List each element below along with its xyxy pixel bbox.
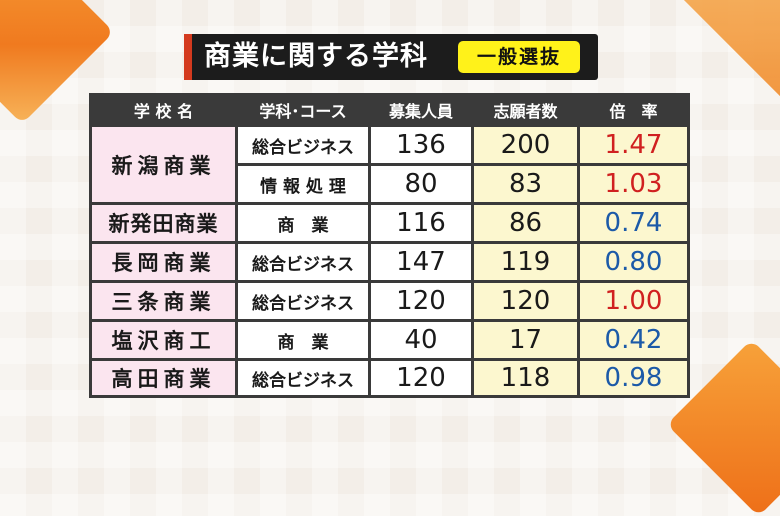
school-cell: 塩沢商工: [92, 322, 235, 358]
school-cell: 高田商業: [92, 361, 235, 395]
ratio-cell: 1.47: [580, 127, 687, 163]
ratio-cell: 1.03: [580, 166, 687, 202]
capacity-cell: 136: [371, 127, 471, 163]
ratio-cell: 1.00: [580, 283, 687, 319]
school-cell: 新発田商業: [92, 205, 235, 241]
capacity-cell: 120: [371, 361, 471, 395]
applicants-cell: 119: [474, 244, 577, 280]
header-course: 学科･コース: [238, 96, 368, 124]
capacity-cell: 40: [371, 322, 471, 358]
applicants-cell: 118: [474, 361, 577, 395]
school-cell: 長岡商業: [92, 244, 235, 280]
applicants-cell: 120: [474, 283, 577, 319]
header-school: 学 校 名: [92, 96, 235, 124]
applicants-cell: 86: [474, 205, 577, 241]
page-title: 商業に関する学科: [204, 41, 428, 72]
applicants-cell: 83: [474, 166, 577, 202]
course-cell: 総合ビジネス: [238, 244, 368, 280]
header-ratio: 倍 率: [580, 96, 687, 124]
course-cell: 情 報 処 理: [238, 166, 368, 202]
course-cell: 商 業: [238, 322, 368, 358]
header-capacity: 募集人員: [371, 96, 471, 124]
capacity-cell: 80: [371, 166, 471, 202]
ratio-cell: 0.42: [580, 322, 687, 358]
orange-corner-decoration: [671, 0, 780, 109]
title-accent-stripe: [184, 34, 192, 80]
course-cell: 総合ビジネス: [238, 283, 368, 319]
course-cell: 商 業: [238, 205, 368, 241]
course-cell: 総合ビジネス: [238, 361, 368, 395]
school-cell: 三条商業: [92, 283, 235, 319]
applicants-cell: 200: [474, 127, 577, 163]
ratio-cell: 0.80: [580, 244, 687, 280]
ratio-cell: 0.74: [580, 205, 687, 241]
header-applicants: 志願者数: [474, 96, 577, 124]
title-bar: 商業に関する学科 一般選抜: [184, 34, 598, 80]
school-cell: 新潟商業: [92, 127, 235, 202]
capacity-cell: 116: [371, 205, 471, 241]
capacity-cell: 147: [371, 244, 471, 280]
ratio-cell: 0.98: [580, 361, 687, 395]
capacity-cell: 120: [371, 283, 471, 319]
applicants-cell: 17: [474, 322, 577, 358]
selection-type-badge: 一般選抜: [458, 41, 580, 73]
course-cell: 総合ビジネス: [238, 127, 368, 163]
applicant-ratio-table: 学 校 名 学科･コース 募集人員 志願者数 倍 率 新潟商業 総合ビジネス 1…: [89, 93, 690, 398]
